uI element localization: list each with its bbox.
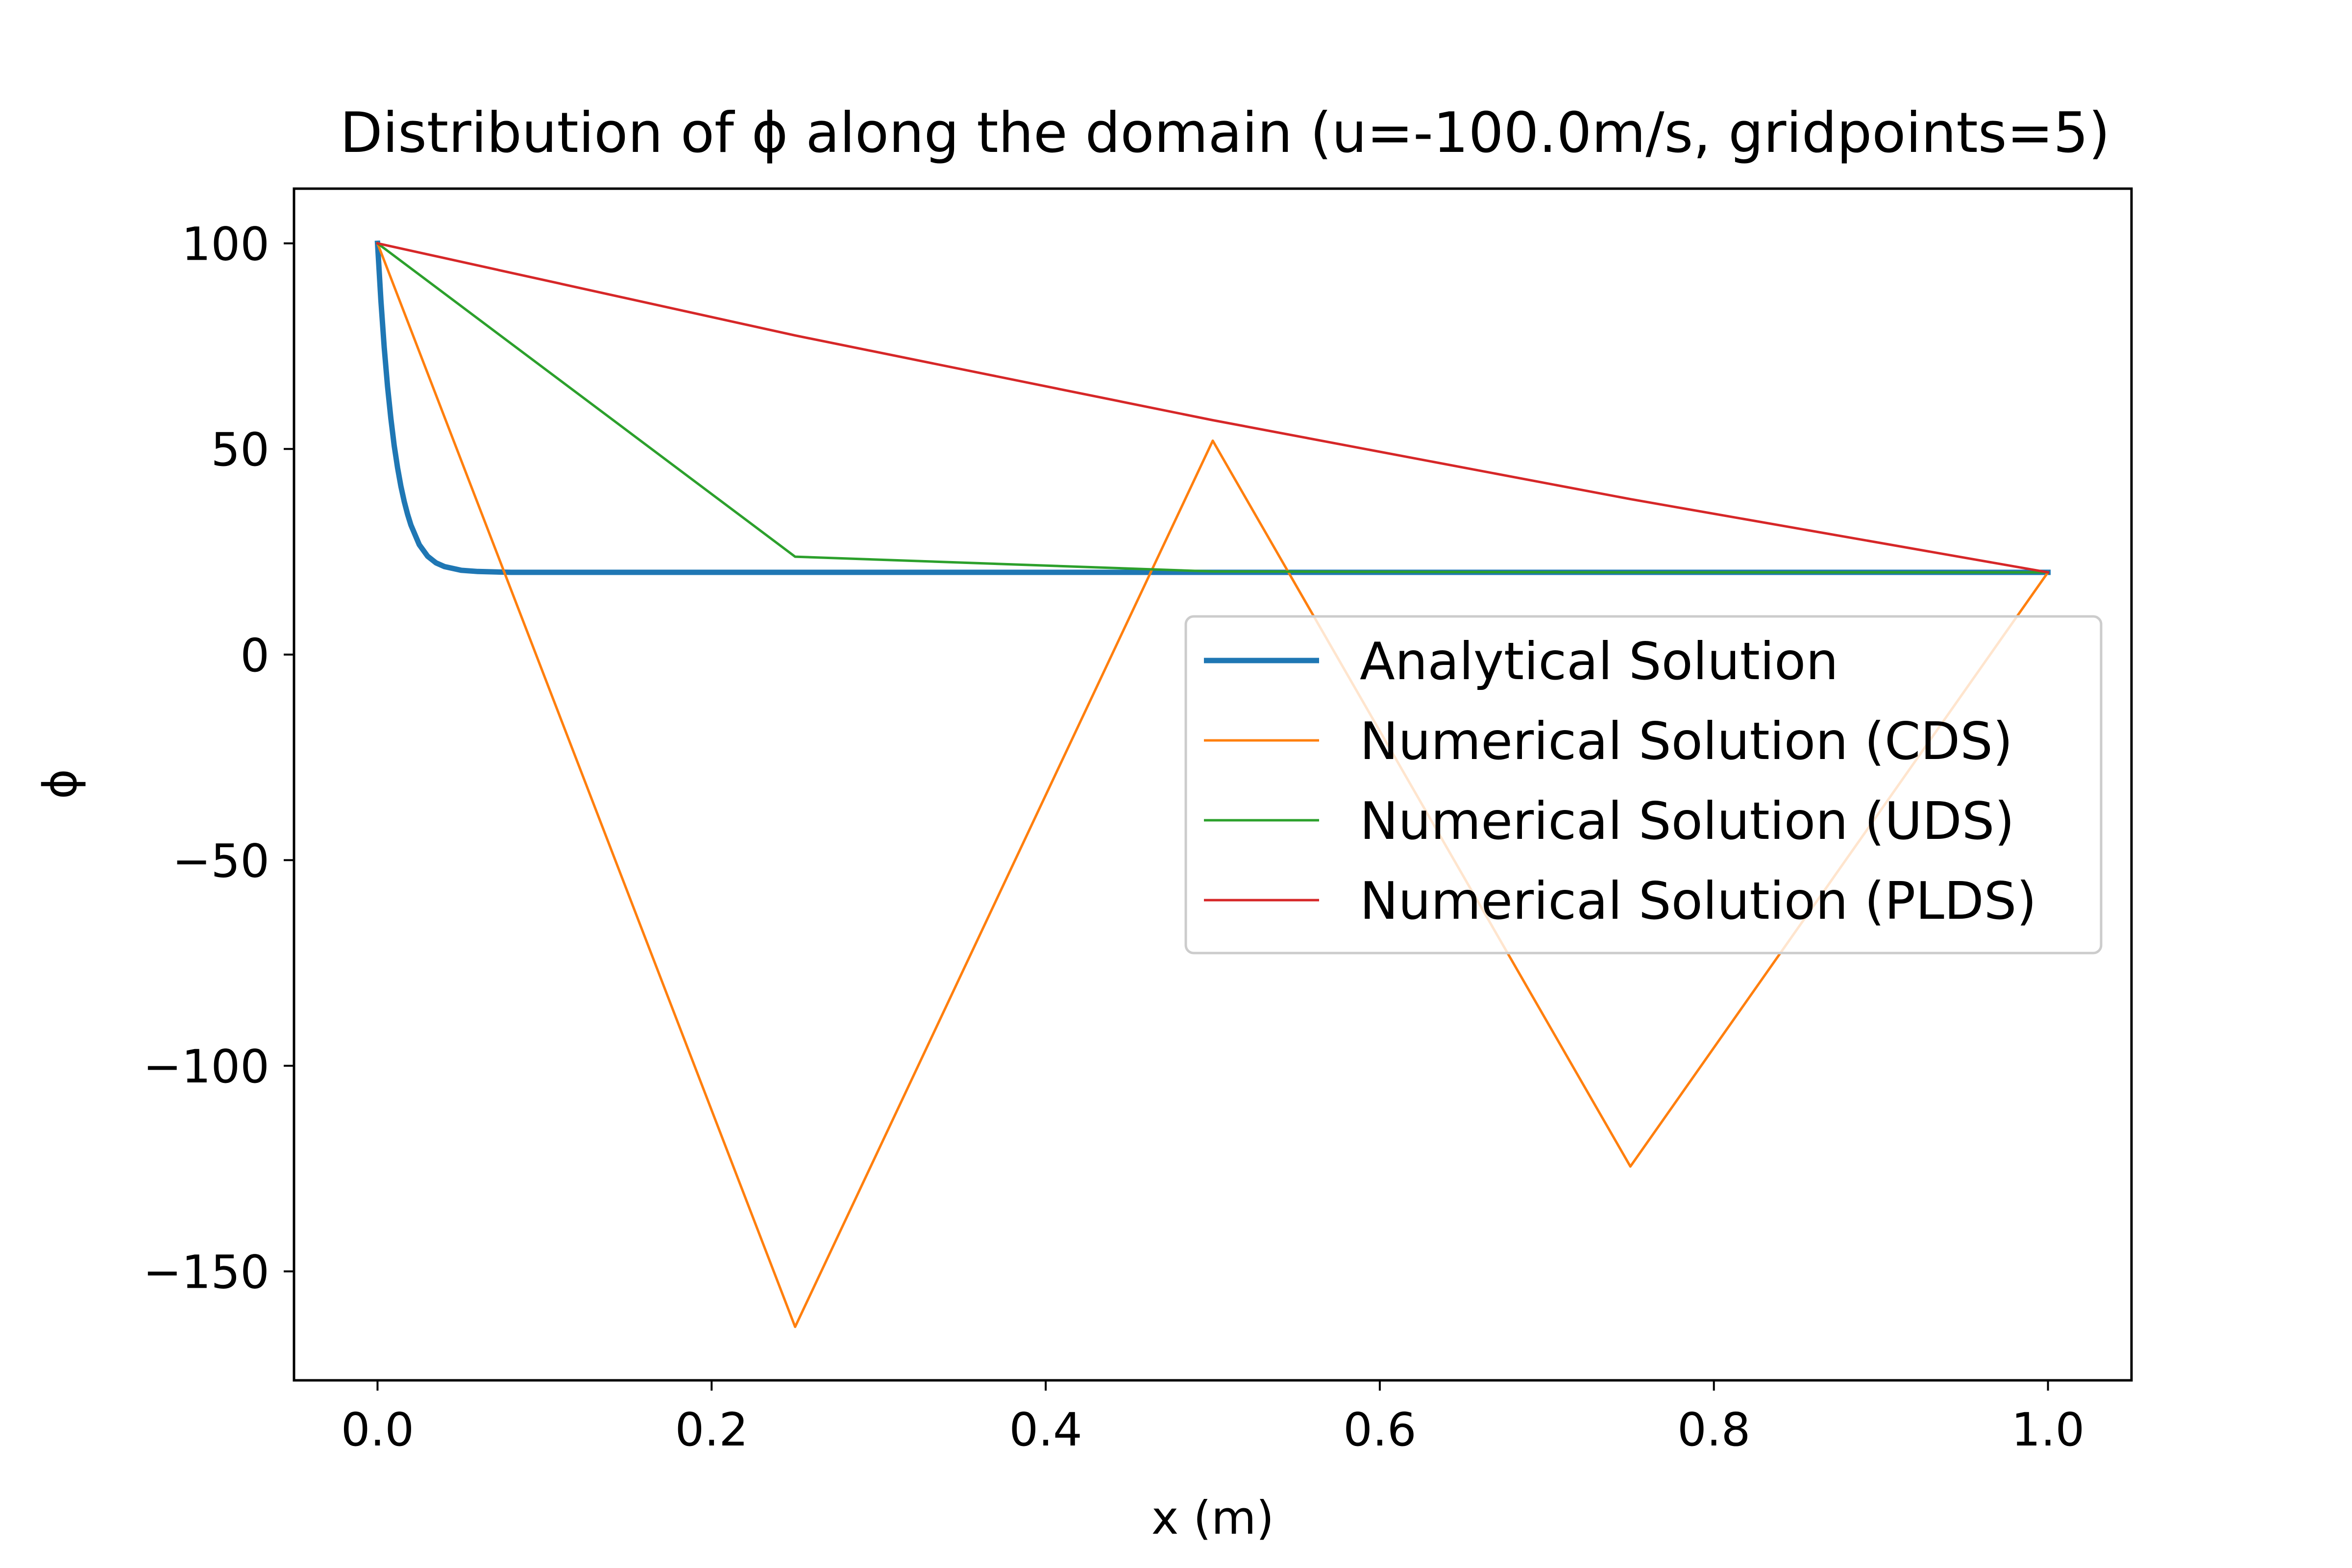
y-tick-label: −100: [143, 1040, 270, 1094]
x-axis: 0.0 0.2 0.4 0.6 0.8 1.0: [341, 1380, 2085, 1457]
chart-title: Distribution of ϕ along the domain (u=-1…: [340, 100, 2110, 165]
series-line-analytical-solution: [374, 240, 2051, 575]
y-tick-label: 100: [182, 218, 270, 271]
legend: Analytical Solution Numerical Solution (C…: [1184, 615, 2103, 955]
series-layer: [374, 240, 2051, 1328]
y-tick-label: 50: [211, 423, 270, 477]
series-line-numerical-solution-cds: [376, 242, 2050, 1328]
y-tick-label: −50: [172, 834, 270, 888]
series-line-numerical-solution-plds: [376, 242, 2050, 574]
x-tick-label: 0.8: [1677, 1403, 1751, 1457]
y-tick-label: 0: [240, 629, 270, 683]
legend-label: Analytical Solution: [1360, 632, 1838, 691]
series-line-numerical-solution-uds: [375, 242, 2049, 574]
x-tick-label: 0.4: [1009, 1403, 1082, 1457]
legend-label: Numerical Solution (UDS): [1360, 791, 2014, 851]
y-tick-label: −150: [143, 1246, 270, 1299]
legend-box: [1184, 615, 2103, 955]
y-axis-label: ϕ: [34, 769, 87, 799]
y-axis: 100 50 0 −50 −100 −150: [143, 218, 294, 1299]
x-axis-label: x (m): [1152, 1492, 1274, 1545]
x-tick-label: 1.0: [2011, 1403, 2085, 1457]
legend-label: Numerical Solution (CDS): [1360, 711, 2013, 771]
x-tick-label: 0.0: [341, 1403, 415, 1457]
x-tick-label: 0.6: [1343, 1403, 1417, 1457]
legend-label: Numerical Solution (PLDS): [1360, 871, 2036, 931]
x-tick-label: 0.2: [675, 1403, 749, 1457]
plot-area-frame: [293, 187, 2133, 1382]
